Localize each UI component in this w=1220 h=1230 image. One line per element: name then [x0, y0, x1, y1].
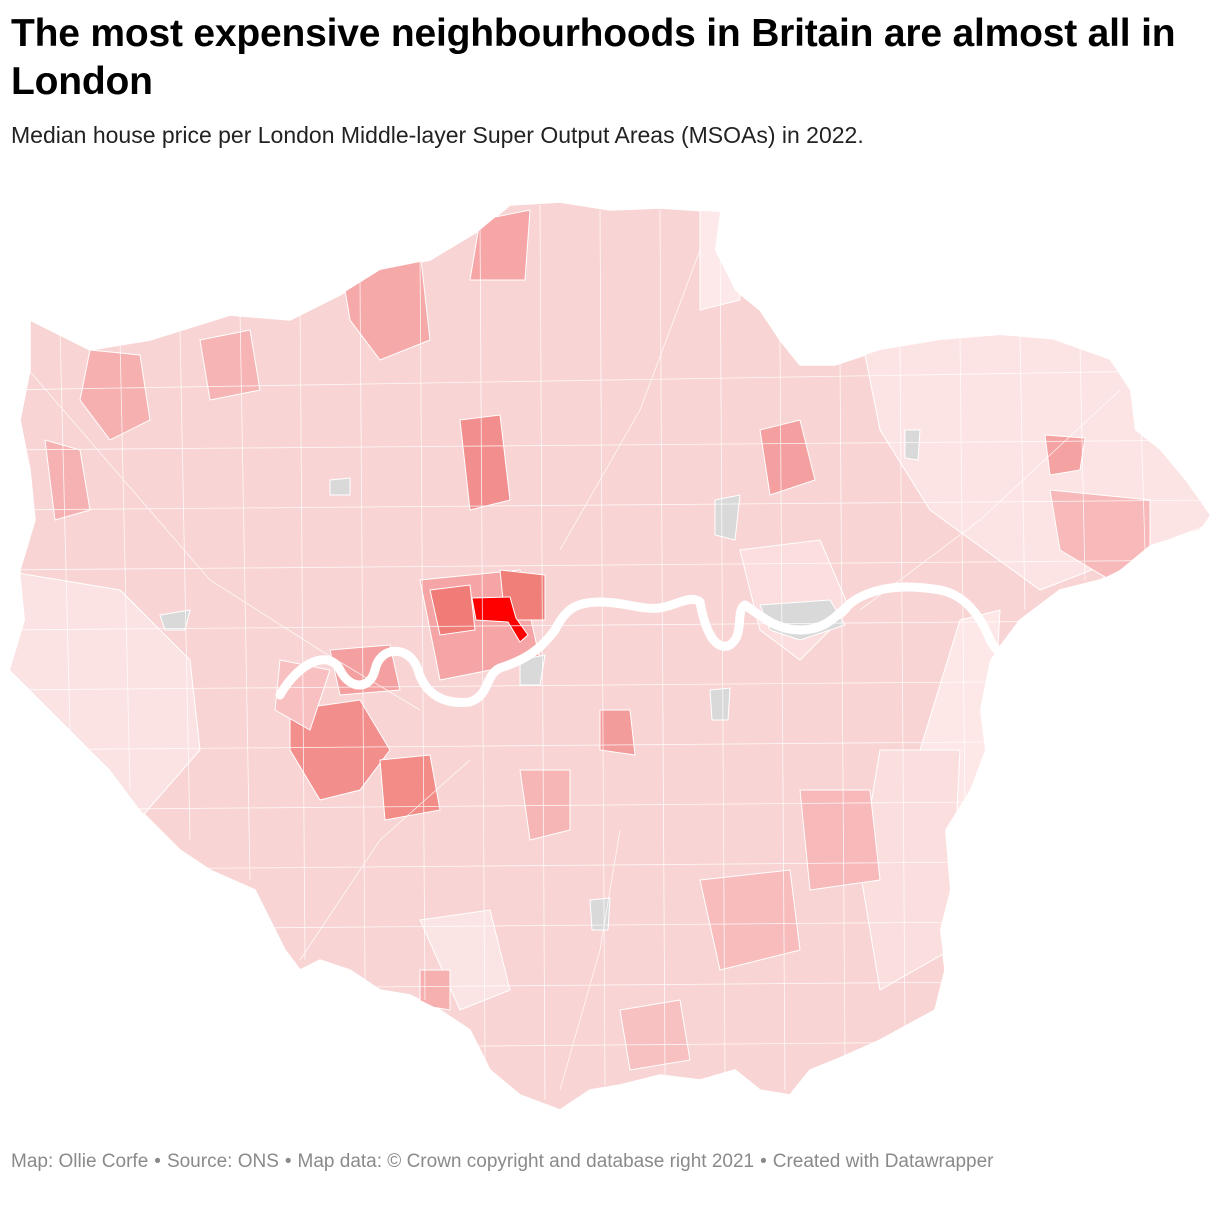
msoa-no-data: [519, 654, 546, 686]
msoa-area: [79, 349, 151, 441]
msoa-area: [419, 969, 451, 1011]
msoa-no-data: [904, 429, 921, 461]
london-choropleth-map: [0, 190, 1220, 1120]
footer-separator: •: [154, 1151, 161, 1172]
msoa-no-data: [709, 687, 731, 721]
source-credit: Source: ONS: [166, 1151, 279, 1172]
msoa-no-data: [714, 494, 741, 541]
msoa-area: [519, 769, 571, 841]
chart-subtitle: Median house price per London Middle-lay…: [11, 122, 864, 148]
msoa-area: [44, 439, 91, 521]
msoa-highest-area: [471, 596, 529, 643]
msoa-area: [759, 419, 816, 496]
msoa-area: [799, 789, 881, 891]
footer-separator: •: [284, 1151, 292, 1172]
msoa-no-data: [329, 477, 351, 496]
msoa-area: [289, 699, 391, 801]
msoa-area: [429, 584, 476, 636]
map-data-credit: Map data: © Crown copyright and database…: [297, 1151, 755, 1172]
msoa-area: [379, 754, 441, 821]
msoa-area: [469, 209, 531, 281]
msoa-area: [1044, 434, 1086, 476]
map-credit: Map: Ollie Corfe: [11, 1151, 149, 1172]
msoa-area: [199, 329, 261, 401]
chart-header: The most expensive neighbourhoods in Bri…: [11, 10, 1211, 149]
msoa-area: [619, 999, 691, 1071]
footer-separator: •: [760, 1151, 767, 1172]
msoa-area: [459, 414, 511, 511]
msoa-area: [599, 709, 636, 756]
chart-footer: Map: Ollie Corfe • Source: ONS • Map data: ©…: [11, 1150, 993, 1174]
created-with-credit: Created with Datawrapper: [772, 1151, 994, 1172]
river-thames: [275, 582, 1045, 708]
msoa-no-data: [159, 609, 191, 631]
msoa-area: [699, 869, 801, 971]
chart-title: The most expensive neighbourhoods in Bri…: [11, 12, 1176, 103]
map-svg: [9, 201, 1211, 1111]
